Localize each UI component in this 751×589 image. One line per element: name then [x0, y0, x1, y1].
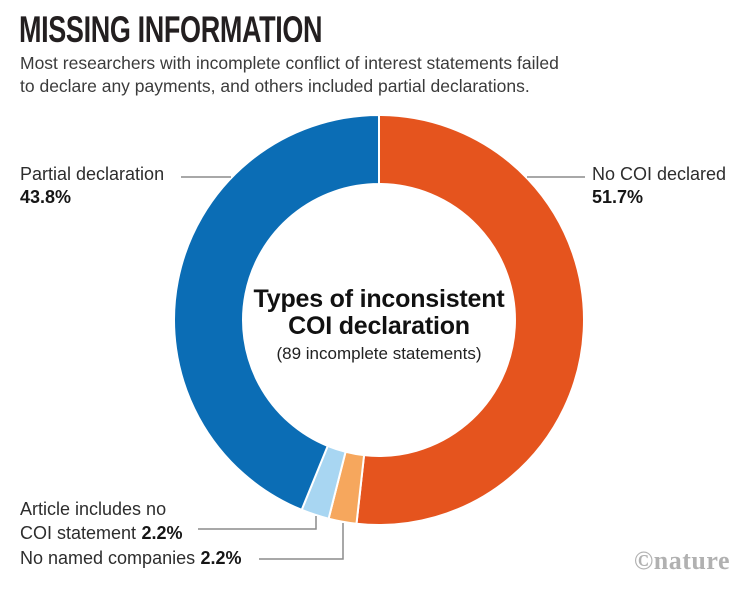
chart-title-line1: Types of inconsistent: [253, 285, 505, 313]
leader-article-no-coi-statement: [198, 516, 317, 530]
callout-percent: 51.7%: [592, 187, 644, 207]
callout-label: No COI declared: [592, 164, 727, 184]
callout-label-line2: COI statement: [20, 523, 137, 543]
callout-partial-declaration: Partial declaration 43.8%: [20, 163, 164, 209]
leader-no-named-companies: [259, 523, 344, 560]
nature-credit-logo: ©nature: [633, 546, 730, 575]
chart-sample-note: (89 incomplete statements): [276, 344, 482, 363]
chart-title-line2: COI declaration: [288, 312, 470, 340]
callout-percent: 43.8%: [20, 187, 72, 207]
callout-percent: 2.2%: [200, 548, 242, 568]
donut-segment-no-coi-declared: [355, 113, 585, 526]
donut-center-text: Types of inconsistent COI declaration (8…: [229, 286, 529, 364]
donut-segments: [173, 113, 585, 526]
callout-no-named-companies: No named companies 2.2%: [20, 547, 242, 570]
page-subtitle: Most researchers with incomplete conflic…: [20, 53, 559, 96]
callout-article-no-coi-statement: Article includes no COI statement 2.2%: [20, 497, 182, 545]
leader-lines: [181, 176, 585, 560]
callout-label: No named companies: [20, 548, 196, 568]
callout-no-coi-declared: No COI declared 51.7%: [592, 163, 726, 209]
callout-percent: 2.2%: [141, 523, 183, 543]
page-title: MISSING INFORMATION: [19, 9, 323, 50]
callout-label-line1: Article includes no: [20, 499, 167, 519]
callout-label: Partial declaration: [20, 164, 165, 184]
donut-segment-partial-declaration: [173, 113, 380, 512]
